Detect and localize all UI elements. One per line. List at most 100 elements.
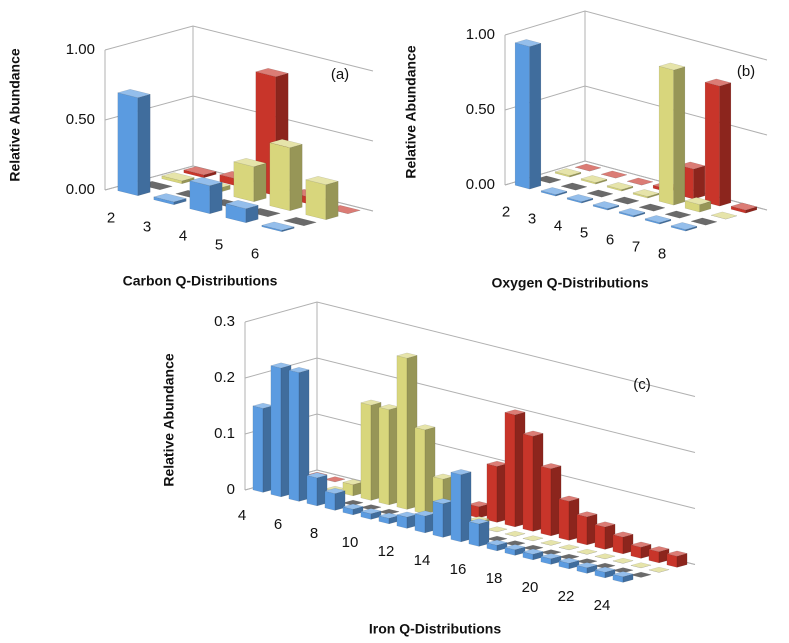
bar xyxy=(684,197,712,213)
bar-top xyxy=(574,163,602,172)
y-tick-label: 1.00 xyxy=(466,26,495,43)
bar xyxy=(575,511,599,546)
bar-top xyxy=(560,182,588,191)
bar xyxy=(575,548,599,555)
bar xyxy=(521,535,545,542)
bar-front xyxy=(360,402,372,501)
bar-top xyxy=(304,176,340,185)
bar xyxy=(449,469,473,543)
x-tick-label: 4 xyxy=(554,217,562,234)
bar-top xyxy=(566,194,594,202)
bar-top xyxy=(593,562,617,569)
bar-top xyxy=(557,553,581,560)
bar xyxy=(586,189,614,198)
x-tick-label: 7 xyxy=(632,238,640,255)
y-axis-title: Relative Abundance xyxy=(403,45,419,179)
bar xyxy=(647,566,671,573)
bar xyxy=(629,541,653,559)
bar xyxy=(632,189,660,199)
bar xyxy=(611,531,635,555)
x-tick-label: 20 xyxy=(522,579,539,596)
x-axis-title: Carbon Q-Distributions xyxy=(123,273,278,289)
bar-top xyxy=(664,210,692,219)
bar xyxy=(467,501,491,519)
bar xyxy=(690,217,718,226)
bar xyxy=(485,526,509,533)
x-tick-label: 22 xyxy=(558,588,575,605)
x-tick-label: 6 xyxy=(606,231,614,248)
bar-top xyxy=(282,217,318,226)
bar-top xyxy=(606,182,634,190)
bar xyxy=(710,211,738,220)
bar-front xyxy=(658,65,674,206)
bar xyxy=(431,498,455,538)
x-axis-title: Oxygen Q-Distributions xyxy=(491,275,648,291)
bar xyxy=(593,566,617,579)
bar xyxy=(730,202,758,214)
bar-top xyxy=(730,202,758,211)
bar xyxy=(557,553,581,560)
bar-top xyxy=(539,463,563,469)
bar-front xyxy=(704,81,720,207)
bar-top xyxy=(592,201,620,209)
bar xyxy=(592,201,620,211)
bar xyxy=(341,479,365,497)
bar xyxy=(485,539,509,552)
bar xyxy=(554,168,582,178)
y-tick-label: 0.50 xyxy=(66,111,95,128)
annotation: (b) xyxy=(737,63,755,80)
x-tick-label: 2 xyxy=(107,209,115,226)
x-tick-label: 5 xyxy=(215,236,223,253)
bar-top xyxy=(485,526,509,533)
bar xyxy=(638,203,666,212)
y-tick-label: 0.1 xyxy=(214,425,235,442)
y-tick-label: 0.50 xyxy=(466,101,495,118)
bar xyxy=(611,571,635,583)
bar xyxy=(521,548,545,561)
bar-front xyxy=(396,355,408,510)
x-tick-label: 12 xyxy=(378,543,395,560)
bar-front xyxy=(324,490,336,511)
bar xyxy=(152,193,188,206)
bar-top xyxy=(232,158,268,167)
annotation: (c) xyxy=(633,376,651,393)
bar-top xyxy=(647,566,671,573)
bar-top xyxy=(534,175,562,184)
bar-top xyxy=(665,550,689,557)
bar-top xyxy=(260,221,296,231)
grid-line xyxy=(104,25,374,72)
bar-top xyxy=(638,203,666,212)
grid-line xyxy=(244,357,696,453)
bar-top xyxy=(341,503,365,510)
bar-front xyxy=(117,92,139,197)
grid-line xyxy=(244,301,696,397)
bar xyxy=(287,367,311,502)
bar xyxy=(612,196,640,205)
bar xyxy=(575,562,599,574)
bar xyxy=(224,200,260,224)
bar xyxy=(503,409,527,528)
bar xyxy=(539,539,563,546)
bar xyxy=(413,424,437,515)
bar-top xyxy=(593,521,617,528)
bar xyxy=(377,508,401,515)
bar-top xyxy=(658,62,686,71)
bar-top xyxy=(593,553,617,560)
bar xyxy=(539,553,563,565)
bar-side xyxy=(137,93,151,197)
bar-top xyxy=(611,567,635,574)
bar-front xyxy=(378,406,390,506)
bar-front xyxy=(522,433,534,532)
bar-top xyxy=(269,362,293,369)
bar xyxy=(413,510,437,534)
x-axis-title: Iron Q-Distributions xyxy=(369,621,501,637)
bar xyxy=(282,217,318,226)
y-tick-label: 0.2 xyxy=(214,369,235,386)
bar-top xyxy=(160,172,196,182)
bar-front xyxy=(432,500,444,538)
bar-side xyxy=(719,82,732,207)
bar-top xyxy=(116,89,152,98)
bar xyxy=(629,562,653,569)
bar xyxy=(395,511,419,529)
x-tick-label: 4 xyxy=(179,227,187,244)
